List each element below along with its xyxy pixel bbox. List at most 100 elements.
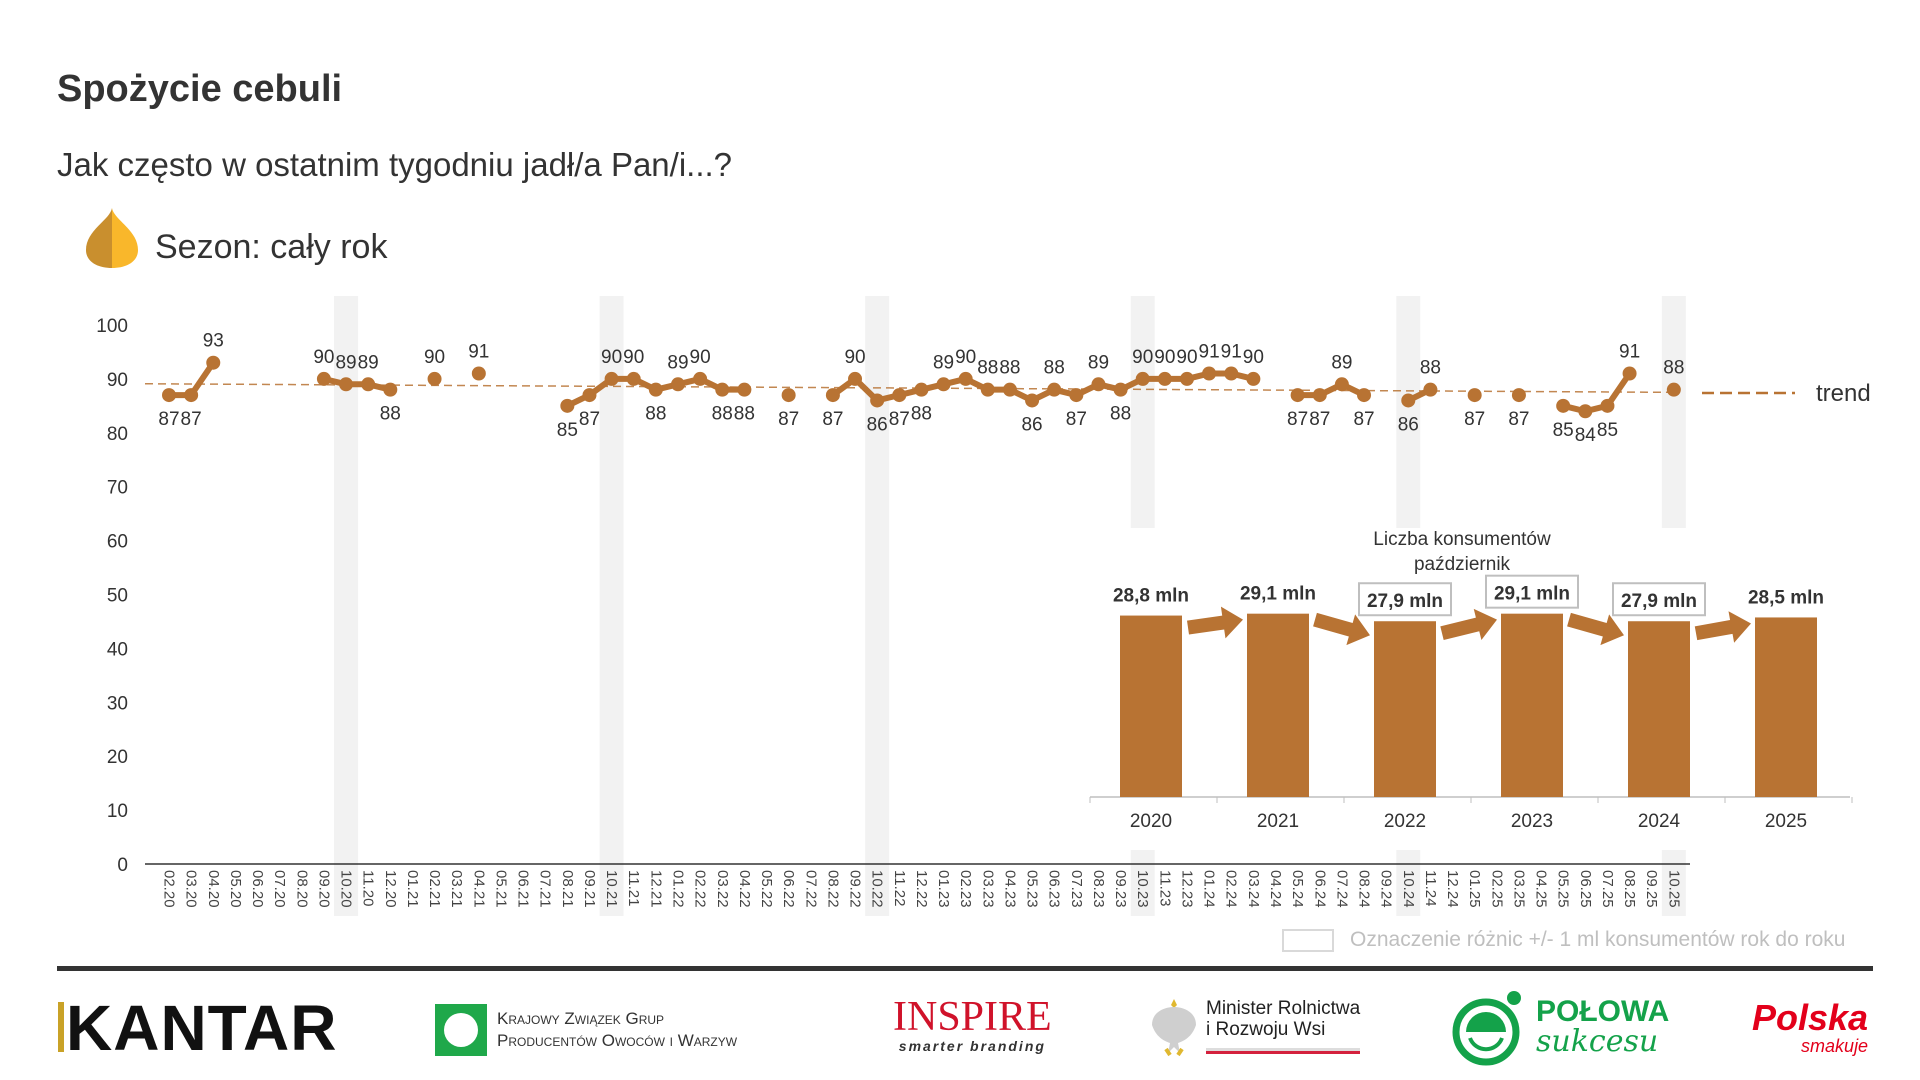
polowa-sukcesu-logo: POŁOWA sukcesu [1452, 988, 1669, 1066]
data-label: 89 [933, 352, 954, 373]
x-tick-label: 02.21 [426, 870, 443, 908]
data-label: 88 [712, 404, 733, 425]
data-point [781, 388, 796, 403]
difference-box [1485, 574, 1579, 609]
bar-value-label: 29,1 mln [1494, 584, 1570, 605]
x-tick-label: 11.20 [360, 870, 377, 906]
data-point [206, 355, 221, 370]
data-point [1202, 366, 1217, 381]
data-point [1423, 382, 1438, 397]
data-label: 90 [313, 347, 334, 368]
inset-year-label: 2021 [1257, 811, 1299, 832]
y-tick-label: 40 [107, 639, 128, 660]
x-tick-label: 02.24 [1223, 870, 1240, 908]
x-tick-label: 03.25 [1510, 870, 1527, 908]
data-label: 87 [158, 409, 179, 430]
data-point [1025, 393, 1040, 408]
data-label: 89 [667, 352, 688, 373]
data-point [1312, 388, 1327, 403]
data-point [1401, 393, 1416, 408]
data-label: 91 [1221, 342, 1242, 363]
inset-year-label: 2024 [1638, 811, 1681, 832]
data-point [1467, 388, 1482, 403]
x-tick-label: 11.21 [625, 870, 642, 906]
kzgp-logo-mark [435, 1004, 487, 1056]
data-label: 87 [1353, 409, 1374, 430]
data-point [339, 377, 354, 392]
eagle-emblem-icon [1152, 999, 1196, 1057]
x-tick-label: 05.25 [1555, 870, 1572, 908]
data-label: 90 [1132, 347, 1153, 368]
data-label: 87 [1287, 409, 1308, 430]
data-point [892, 388, 907, 403]
x-tick-label: 03.21 [448, 870, 465, 908]
x-tick-label: 04.22 [736, 870, 753, 908]
x-tick-label: 10.22 [869, 870, 886, 908]
inspire-name: INSPIRE [893, 994, 1052, 1040]
data-label: 90 [844, 347, 865, 368]
x-tick-label: 03.23 [979, 870, 996, 908]
data-point [670, 377, 685, 392]
data-point [1113, 382, 1128, 397]
consumer-bar [1374, 621, 1436, 797]
x-tick-label: 10.21 [603, 870, 620, 908]
data-label: 90 [424, 347, 445, 368]
x-tick-label: 06.21 [515, 870, 532, 908]
data-label: 86 [867, 414, 888, 435]
data-label: 90 [1154, 347, 1175, 368]
y-tick-label: 90 [107, 370, 128, 391]
data-point [958, 371, 973, 386]
data-point [1622, 366, 1637, 381]
data-label: 91 [468, 342, 489, 363]
x-tick-label: 12.22 [913, 870, 930, 908]
data-label: 87 [1508, 409, 1529, 430]
bar-value-label: 28,5 mln [1748, 587, 1824, 608]
consumer-bar [1247, 613, 1309, 797]
footnote: Oznaczenie różnic +/- 1 ml konsumentów r… [1350, 928, 1846, 951]
data-label: 88 [1044, 358, 1065, 379]
data-point [1334, 377, 1349, 392]
trend-arrow-icon [1440, 608, 1497, 641]
season-label: Sezon: cały rok [155, 228, 388, 266]
data-point [162, 388, 176, 403]
x-tick-label: 02.22 [692, 870, 709, 908]
x-tick-label: 09.23 [1112, 870, 1129, 908]
x-tick-label: 03.24 [1245, 870, 1262, 908]
data-point [1002, 382, 1017, 397]
ministry-logo: Minister Rolnictwa i Rozwoju Wsi [1148, 995, 1361, 1057]
inset-subtitle: październik [1414, 554, 1511, 575]
data-label: 87 [1066, 409, 1087, 430]
x-tick-label: 08.25 [1621, 870, 1638, 908]
y-tick-label: 0 [117, 855, 128, 876]
data-point [1246, 371, 1261, 386]
data-label: 88 [734, 404, 755, 425]
difference-box [1612, 582, 1706, 617]
data-label: 89 [335, 352, 356, 373]
x-tick-label: 09.20 [315, 870, 332, 908]
x-tick-label: 09.22 [847, 870, 864, 908]
y-tick-label: 20 [107, 747, 128, 768]
polish-flag-stripe [1206, 1048, 1361, 1054]
x-tick-label: 01.25 [1466, 870, 1483, 908]
data-label: 89 [1088, 352, 1109, 373]
data-point [1135, 371, 1150, 386]
data-label: 88 [977, 358, 998, 379]
data-point [1224, 366, 1239, 381]
page-title: Spożycie cebuli [57, 68, 343, 110]
y-tick-label: 10 [107, 801, 128, 822]
data-label: 87 [822, 409, 843, 430]
data-label: 86 [1021, 414, 1042, 435]
data-point [1511, 388, 1526, 403]
x-tick-label: 12.20 [382, 870, 399, 908]
y-tick-label: 80 [107, 424, 128, 445]
data-point [1069, 388, 1084, 403]
x-tick-label: 11.24 [1422, 870, 1439, 906]
y-tick-label: 60 [107, 532, 128, 553]
data-point [316, 371, 331, 386]
data-label: 90 [690, 347, 711, 368]
data-label: 88 [645, 404, 666, 425]
x-tick-label: 02.20 [161, 870, 178, 908]
inset-year-label: 2025 [1765, 811, 1807, 832]
bar-value-label: 28,8 mln [1113, 586, 1189, 607]
data-label: 93 [203, 331, 224, 352]
